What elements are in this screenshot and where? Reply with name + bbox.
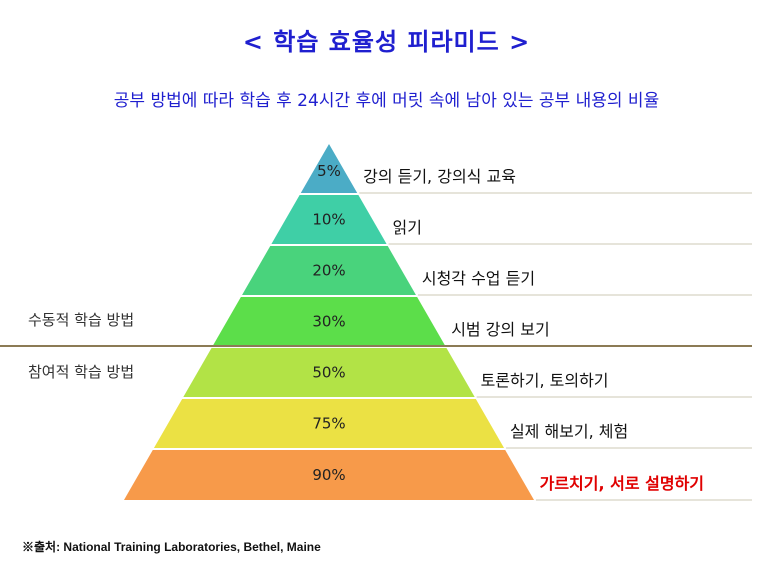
group-label-participatory: 참여적 학습 방법 (28, 363, 134, 381)
level-method-label: 강의 듣기, 강의식 교육 (363, 167, 516, 186)
level-labels: 5% 강의 듣기, 강의식 교육 10% 읽기 20% 시청각 수업 듣기 30% 시범 강의… (312, 162, 704, 493)
pyramid-layer (271, 195, 387, 244)
pyramid-layer (212, 297, 446, 346)
level-method-label: 읽기 (392, 218, 421, 237)
page-subtitle: 공부 방법에 따라 학습 후 24시간 후에 머릿 속에 남아 있는 공부 내용… (113, 91, 660, 111)
source-note: ※출처: National Training Laboratories, Bet… (22, 540, 321, 554)
level-percent: 90% (312, 466, 345, 484)
level-method-label: 시청각 수업 듣기 (422, 269, 535, 288)
level-percent: 20% (312, 262, 345, 280)
group-label-passive: 수동적 학습 방법 (28, 311, 134, 329)
level-percent: 50% (312, 364, 345, 382)
level-percent: 10% (312, 211, 345, 229)
pyramid-layer (183, 348, 475, 397)
level-method-label: 토론하기, 토의하기 (481, 371, 609, 390)
pyramid-layer (153, 399, 505, 448)
level-method-label: 가르치기, 서로 설명하기 (540, 474, 704, 493)
pyramid-layers (124, 144, 534, 500)
level-percent: 5% (317, 162, 341, 180)
pyramid-layer (124, 450, 534, 500)
pyramid-layer (242, 246, 416, 295)
level-percent: 30% (312, 313, 345, 331)
level-method-label: 실제 해보기, 체험 (510, 422, 628, 441)
page-title: < 학습 효율성 피라미드 > (242, 28, 531, 56)
pyramid-layer (300, 144, 358, 193)
level-method-label: 시범 강의 보기 (451, 320, 549, 339)
level-percent: 75% (312, 415, 345, 433)
